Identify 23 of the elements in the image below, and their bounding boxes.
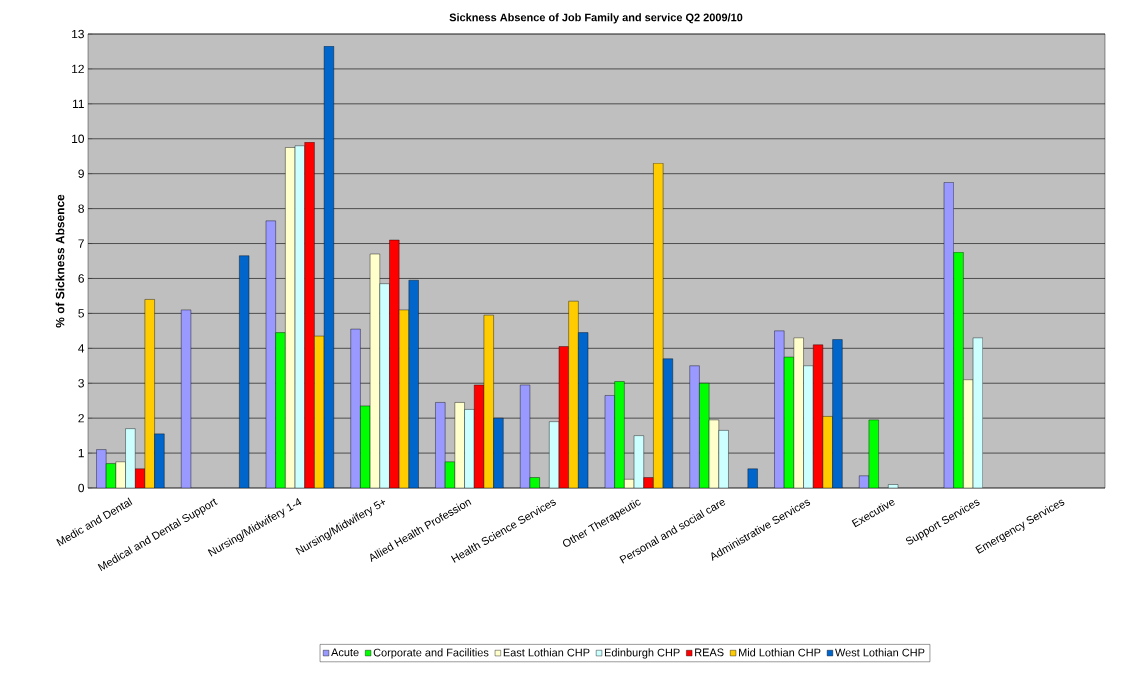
y-axis-title: % of Sickness Absence: [55, 194, 65, 328]
y-tick-label: 1: [78, 448, 84, 458]
y-tick-label: 5: [78, 309, 84, 318]
y-tick-label: 0: [78, 483, 85, 493]
y-tick-label: 7: [78, 239, 84, 248]
legend-label: East Lothian CHP: [503, 648, 590, 657]
legend-label: Mid Lothian CHP: [739, 648, 821, 657]
y-tick-label: 12: [72, 64, 84, 74]
legend-label: Acute: [331, 648, 359, 657]
legend-label: Edinburgh CHP: [604, 648, 680, 659]
y-tick-label: 4: [78, 344, 85, 353]
y-tick-label: 11: [72, 99, 84, 108]
legend-label: REAS: [695, 648, 724, 657]
y-tick-label: 13: [72, 29, 84, 39]
legend-label: West Lothian CHP: [835, 648, 925, 657]
y-tick-label: 9: [78, 169, 84, 178]
y-tick-label: 8: [78, 204, 84, 213]
y-tick-label: 2: [78, 413, 84, 423]
y-tick-label: 3: [78, 379, 84, 388]
y-tick-label: 6: [78, 274, 84, 283]
legend-label: Corporate and Facilities: [373, 648, 489, 659]
y-tick-label: 10: [72, 134, 85, 143]
chart-title: Sickness Absence of Job Family and service Q2 2009/10: [449, 13, 743, 24]
